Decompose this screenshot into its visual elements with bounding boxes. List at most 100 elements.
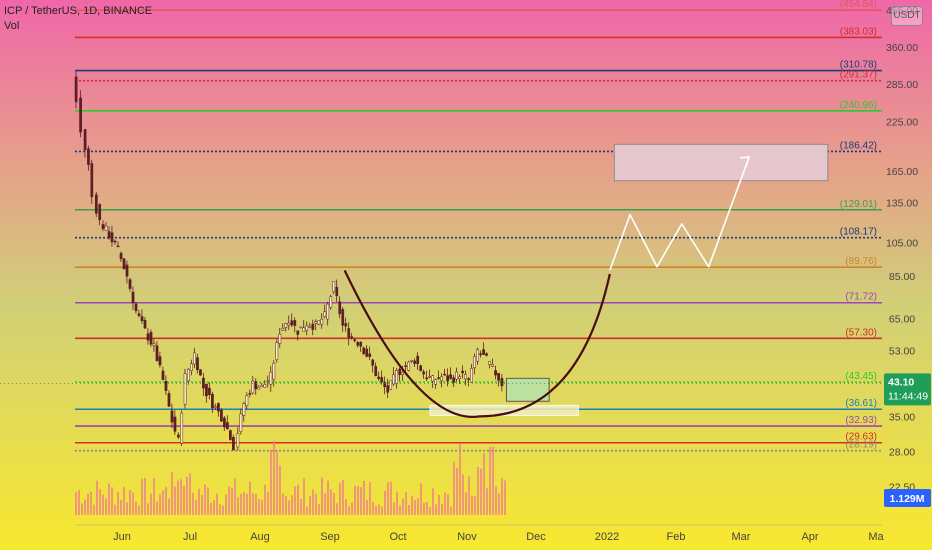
- volume-bar: [273, 440, 275, 515]
- volume-bar: [396, 492, 398, 515]
- volume-bar: [228, 486, 230, 515]
- candle-body: [488, 361, 491, 365]
- candle-body: [128, 279, 132, 289]
- level-label: (240.96): [840, 100, 877, 111]
- candle-body: [275, 342, 279, 360]
- candle-body: [134, 303, 138, 312]
- volume-bar: [321, 477, 323, 515]
- volume-bar: [246, 493, 248, 515]
- volume-bar: [123, 486, 125, 515]
- candle-body: [374, 366, 378, 377]
- projection-arrow[interactable]: [609, 156, 750, 271]
- candle-body: [287, 322, 291, 326]
- candle-body: [113, 240, 117, 243]
- candle-body: [353, 339, 357, 341]
- volume-bar: [180, 479, 182, 515]
- volume-bar: [210, 502, 212, 515]
- candle-body: [410, 360, 414, 362]
- volume-bar: [192, 492, 194, 515]
- candle-body: [158, 356, 162, 366]
- candle-body: [452, 377, 455, 383]
- volume-bar: [459, 443, 461, 515]
- volume-bar: [426, 502, 428, 515]
- target-zone-box[interactable]: [613, 143, 829, 182]
- candle-body: [248, 393, 252, 395]
- volume-bar: [189, 473, 191, 515]
- candle-body: [205, 383, 208, 397]
- candle-body: [419, 365, 423, 371]
- candle-body: [164, 380, 168, 391]
- currency-badge[interactable]: USDT: [891, 6, 923, 26]
- volume-bar: [432, 488, 434, 515]
- entry-zone-box[interactable]: [505, 377, 550, 402]
- candle-body: [317, 320, 321, 325]
- volume-bar: [399, 505, 401, 515]
- candle-body: [389, 380, 393, 390]
- candle-body: [208, 387, 211, 396]
- candle-body: [245, 395, 249, 406]
- volume-bar: [78, 490, 80, 515]
- candle-body: [407, 361, 411, 371]
- volume-bar: [495, 486, 497, 515]
- volume-bar: [378, 504, 380, 515]
- volume-bar: [489, 446, 491, 515]
- volume-bar: [195, 499, 197, 515]
- candle-body: [173, 416, 177, 432]
- candle-body: [482, 349, 485, 355]
- volume-bar: [297, 484, 299, 515]
- candle-body: [290, 320, 294, 326]
- candle-body: [404, 365, 408, 367]
- candle-body: [479, 353, 482, 356]
- candle-body: [302, 327, 306, 332]
- volume-bar: [138, 505, 140, 515]
- volume-bar: [258, 499, 260, 515]
- candle-body: [347, 328, 351, 338]
- volume-bar: [414, 500, 416, 515]
- volume-bar: [390, 481, 392, 515]
- candle-body: [314, 321, 318, 324]
- candle-body: [214, 406, 217, 408]
- candle-body: [362, 347, 366, 355]
- time-tick-label: Aug: [250, 531, 270, 543]
- candle-body: [176, 434, 180, 438]
- support-zone-box[interactable]: [429, 404, 579, 417]
- volume-bar: [171, 472, 173, 515]
- volume-bar: [219, 504, 221, 515]
- volume-bar: [324, 493, 326, 515]
- volume-bar: [165, 486, 167, 515]
- candle-body: [359, 341, 363, 347]
- candle-body: [125, 264, 129, 277]
- candle-body: [87, 148, 90, 165]
- volume-bar: [105, 498, 107, 515]
- candle-body: [386, 385, 390, 393]
- candle-body: [107, 231, 111, 239]
- candle-body: [217, 403, 220, 412]
- candle-body: [269, 371, 273, 385]
- volume-bar: [447, 494, 449, 515]
- candle-body: [335, 286, 339, 297]
- candle-body: [190, 363, 193, 372]
- volume-bar: [381, 506, 383, 515]
- candle-body: [464, 374, 467, 380]
- candle-body: [116, 245, 120, 248]
- cup-curve[interactable]: [343, 269, 611, 418]
- candle-body: [229, 430, 232, 440]
- candle-body: [187, 369, 190, 382]
- volume-bar: [117, 492, 119, 515]
- volume-bar: [372, 501, 374, 515]
- price-tick-label: 165.00: [886, 166, 918, 178]
- candle-body: [281, 328, 285, 331]
- volume-bar: [357, 486, 359, 515]
- candle-body: [140, 316, 144, 322]
- candle-body: [232, 436, 235, 451]
- volume-bar: [318, 504, 320, 515]
- volume-bar: [84, 499, 86, 515]
- volume-bar: [294, 486, 296, 515]
- volume-bar: [345, 499, 347, 515]
- volume-bar: [81, 503, 83, 515]
- level-label: (43.45): [845, 371, 877, 382]
- volume-bar: [177, 480, 179, 515]
